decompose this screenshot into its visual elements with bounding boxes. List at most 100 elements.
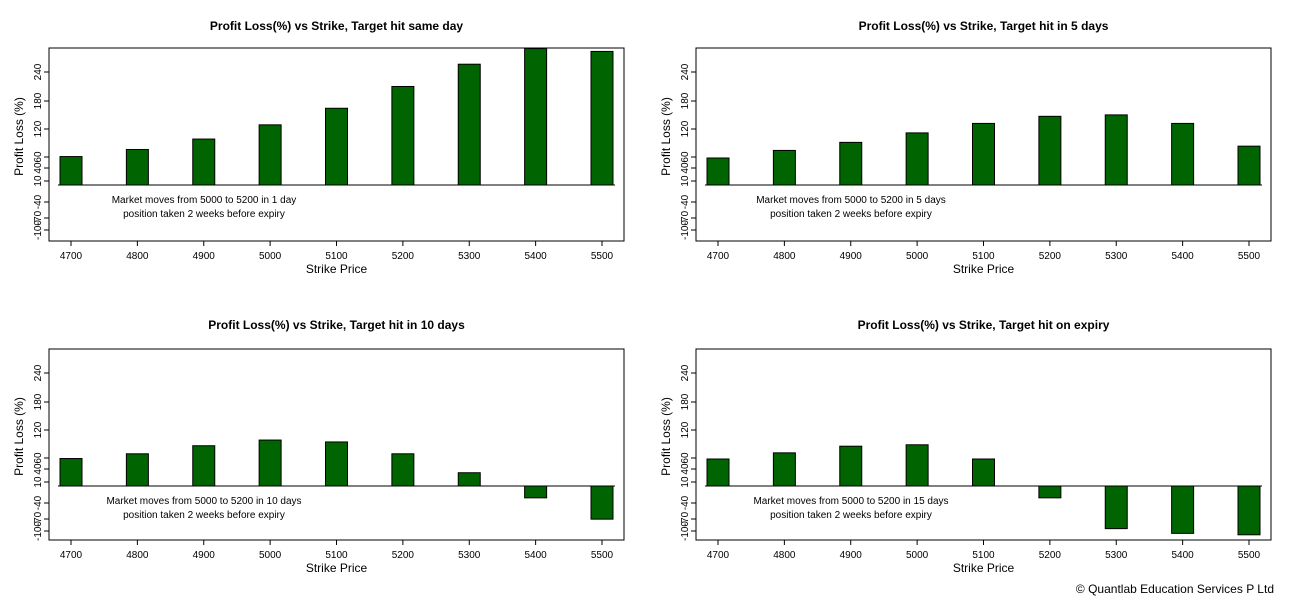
annotation-line-2: position taken 2 weeks before expiry bbox=[123, 209, 285, 220]
y-tick-label: -100 bbox=[680, 521, 691, 541]
y-tick-label: -100 bbox=[33, 521, 44, 541]
bar-5000 bbox=[258, 124, 282, 186]
x-tick-label: 5000 bbox=[259, 550, 282, 561]
bar-5200 bbox=[391, 85, 415, 186]
chart-title: Profit Loss(%) vs Strike, Target hit sam… bbox=[210, 19, 464, 33]
x-tick-label: 5400 bbox=[1172, 550, 1195, 561]
x-tick-label: 4700 bbox=[707, 550, 730, 561]
annotation-line-1: Market moves from 5000 to 5200 in 10 day… bbox=[106, 496, 301, 507]
y-tick-label: 240 bbox=[680, 364, 691, 381]
x-tick-label: 5200 bbox=[392, 550, 415, 561]
x-tick-label: 5500 bbox=[1238, 550, 1261, 561]
annotation-line-1: Market moves from 5000 to 5200 in 15 day… bbox=[753, 496, 948, 507]
bar-5000 bbox=[905, 132, 929, 186]
bar-5000 bbox=[258, 439, 282, 487]
bar-5000 bbox=[905, 444, 929, 487]
x-tick-label: 5300 bbox=[1105, 251, 1128, 262]
bar-5500 bbox=[590, 50, 614, 186]
x-tick-label: 5200 bbox=[1039, 550, 1062, 561]
bar-5400 bbox=[1171, 485, 1195, 534]
x-tick-label: 5400 bbox=[525, 251, 548, 262]
bar-5100 bbox=[325, 107, 348, 186]
bar-5500 bbox=[1237, 145, 1261, 186]
x-tick-label: 4800 bbox=[126, 550, 149, 561]
x-axis-label: Strike Price bbox=[953, 262, 1015, 276]
x-tick-label: 5300 bbox=[1105, 550, 1128, 561]
bar-5200 bbox=[1038, 485, 1062, 499]
y-axis-label: Profit Loss (%) bbox=[12, 97, 26, 176]
bar-4700 bbox=[706, 458, 730, 487]
x-tick-label: 5100 bbox=[325, 550, 348, 561]
y-tick-label: -70 bbox=[680, 511, 691, 526]
chart-title: Profit Loss(%) vs Strike, Target hit on … bbox=[858, 318, 1110, 332]
bar-5500 bbox=[590, 485, 614, 520]
annotation-line-2: position taken 2 weeks before expiry bbox=[123, 510, 285, 521]
y-axis-label: Profit Loss (%) bbox=[659, 97, 673, 176]
chart-title: Profit Loss(%) vs Strike, Target hit in … bbox=[859, 19, 1109, 33]
x-tick-label: 5000 bbox=[259, 251, 282, 262]
bar-5200 bbox=[391, 453, 415, 487]
y-tick-label: 10 bbox=[33, 476, 44, 488]
x-tick-label: 4900 bbox=[840, 550, 863, 561]
y-tick-label: -70 bbox=[680, 210, 691, 225]
x-tick-label: 5100 bbox=[972, 251, 995, 262]
x-tick-label: 5300 bbox=[458, 251, 481, 262]
x-tick-label: 5400 bbox=[525, 550, 548, 561]
y-tick-label: 120 bbox=[33, 120, 44, 137]
x-axis-label: Strike Price bbox=[306, 561, 368, 575]
bar-4700 bbox=[59, 458, 83, 487]
y-tick-label: 240 bbox=[33, 63, 44, 80]
bar-5300 bbox=[457, 472, 481, 487]
annotation-line-2: position taken 2 weeks before expiry bbox=[770, 510, 932, 521]
x-tick-label: 4700 bbox=[707, 251, 730, 262]
y-tick-label: -70 bbox=[33, 210, 44, 225]
x-tick-label: 5200 bbox=[1039, 251, 1062, 262]
x-tick-label: 4800 bbox=[126, 251, 149, 262]
y-tick-label: 60 bbox=[680, 151, 691, 163]
y-tick-label: -100 bbox=[680, 220, 691, 240]
y-tick-label: 180 bbox=[33, 393, 44, 410]
x-tick-label: 5000 bbox=[906, 251, 929, 262]
y-tick-label: 60 bbox=[680, 452, 691, 464]
y-tick-label: -40 bbox=[33, 194, 44, 209]
x-tick-label: 5100 bbox=[972, 550, 995, 561]
bar-4900 bbox=[839, 141, 863, 186]
y-tick-label: 120 bbox=[33, 421, 44, 438]
x-tick-label: 5500 bbox=[1238, 251, 1261, 262]
x-tick-label: 5500 bbox=[591, 251, 614, 262]
y-tick-label: 60 bbox=[33, 151, 44, 163]
x-tick-label: 4900 bbox=[193, 251, 216, 262]
bar-5400 bbox=[1171, 122, 1195, 186]
bar-5100 bbox=[325, 441, 348, 487]
x-tick-label: 5100 bbox=[325, 251, 348, 262]
bar-5500 bbox=[1237, 485, 1261, 536]
bar-4900 bbox=[192, 138, 216, 186]
y-tick-label: 240 bbox=[33, 364, 44, 381]
x-tick-label: 4800 bbox=[773, 550, 796, 561]
x-tick-label: 4700 bbox=[60, 550, 83, 561]
y-axis-label: Profit Loss (%) bbox=[659, 397, 673, 476]
x-axis-label: Strike Price bbox=[306, 262, 368, 276]
y-tick-label: 180 bbox=[33, 92, 44, 109]
bar-4900 bbox=[839, 445, 863, 487]
annotation-line-1: Market moves from 5000 to 5200 in 5 days bbox=[756, 195, 946, 206]
bar-4800 bbox=[772, 149, 796, 186]
y-tick-label: 40 bbox=[680, 162, 691, 174]
x-tick-label: 4900 bbox=[840, 251, 863, 262]
bar-5100 bbox=[972, 458, 995, 487]
y-tick-label: 40 bbox=[680, 463, 691, 475]
x-tick-label: 4900 bbox=[193, 550, 216, 561]
bar-4800 bbox=[772, 452, 796, 487]
x-tick-label: 5300 bbox=[458, 550, 481, 561]
y-tick-label: 240 bbox=[680, 63, 691, 80]
y-tick-label: 40 bbox=[33, 162, 44, 174]
y-tick-label: 120 bbox=[680, 421, 691, 438]
y-tick-label: 10 bbox=[33, 175, 44, 187]
y-tick-label: 180 bbox=[680, 92, 691, 109]
y-tick-label: -70 bbox=[33, 511, 44, 526]
y-tick-label: 10 bbox=[680, 175, 691, 187]
x-tick-label: 5000 bbox=[906, 550, 929, 561]
y-tick-label: -40 bbox=[680, 194, 691, 209]
x-tick-label: 4800 bbox=[773, 251, 796, 262]
